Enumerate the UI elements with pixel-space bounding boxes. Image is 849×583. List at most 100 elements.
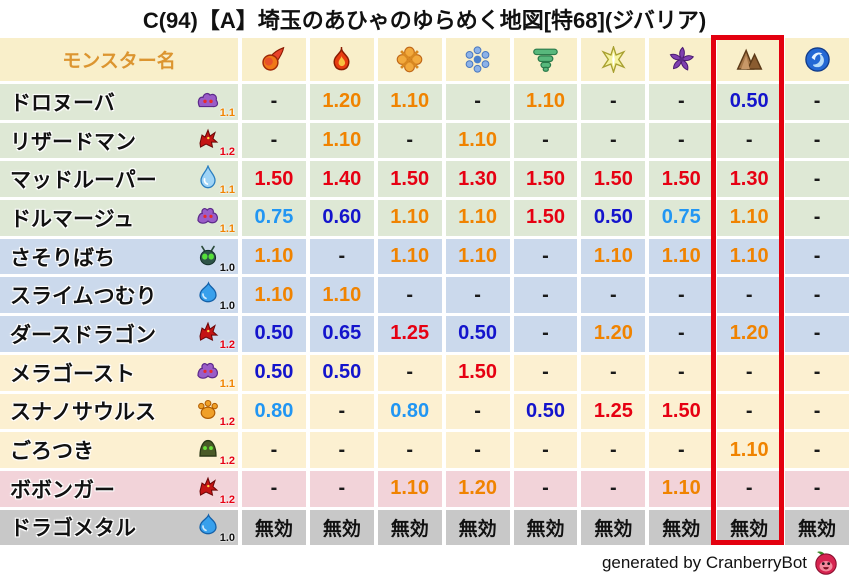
multiplier-cell-dark: - <box>649 316 714 352</box>
multiplier-value: 無効 <box>662 518 701 540</box>
multiplier-cell-dark: 1.10 <box>649 470 714 507</box>
multiplier-cell-earth: - <box>717 277 782 314</box>
multiplier-cell-earth: 0.50 <box>717 84 782 120</box>
multiplier-value: - <box>813 129 821 152</box>
multiplier-value: 1.10 <box>458 245 498 268</box>
column-header-ice <box>445 38 510 81</box>
multiplier-cell-wind: 0.50 <box>513 393 578 430</box>
multiplier-value: 1.10 <box>661 245 701 268</box>
multiplier-value: 1.10 <box>322 129 362 152</box>
multiplier-cell-flame: 1.20 <box>309 84 374 120</box>
multiplier-cell-dark: 1.10 <box>649 238 714 275</box>
multiplier-value: 1.10 <box>593 245 633 268</box>
multiplier-cell-explosion: - <box>377 432 442 468</box>
credit-text: generated by CranberryBot <box>601 553 807 572</box>
multiplier-cell-wind: 1.10 <box>513 84 578 120</box>
multiplier-value: - <box>677 129 685 152</box>
multiplier-value: 0.80 <box>254 399 294 422</box>
multiplier-value: - <box>610 438 617 461</box>
multiplier-value: - <box>610 129 617 152</box>
multiplier-cell-explosion: 1.10 <box>377 470 442 507</box>
multiplier-value: - <box>406 283 414 306</box>
multiplier-value: 1.10 <box>390 90 430 113</box>
monster-name: ドルマージュ <box>10 207 135 231</box>
monster-name: ボボンガー <box>10 478 115 502</box>
multiplier-value: 1.25 <box>390 322 430 345</box>
multiplier-value: 無効 <box>322 518 361 540</box>
multiplier-value: - <box>813 477 821 500</box>
multiplier-cell-ice: - <box>445 432 510 468</box>
purple-ghost-icon: 1.1 <box>196 359 235 390</box>
monster-name: スライムつむり <box>10 285 157 309</box>
multiplier-value: - <box>406 361 414 384</box>
multiplier-value: 1.20 <box>322 90 362 113</box>
multiplier-value: 1.10 <box>254 245 294 268</box>
monster-level: 1.2 <box>219 416 235 429</box>
multiplier-cell-fire: 0.80 <box>242 393 306 430</box>
monster-name: ドロヌーバ <box>10 91 115 115</box>
multiplier-cell-flame: 0.50 <box>309 354 374 391</box>
flame-icon <box>328 46 355 73</box>
multiplier-value: - <box>813 206 821 229</box>
multiplier-value: - <box>338 245 346 268</box>
multiplier-cell-light: - <box>581 84 646 120</box>
monster-name: ダースドラゴン <box>10 323 156 347</box>
multiplier-cell-ice: 1.50 <box>445 354 510 391</box>
multiplier-cell-ice: 1.10 <box>445 200 510 236</box>
multiplier-cell-explosion: - <box>377 354 442 391</box>
multiplier-cell-explosion: 無効 <box>377 509 442 546</box>
multiplier-cell-wind: - <box>513 354 578 391</box>
column-header-earth <box>717 38 782 81</box>
multiplier-cell-light: - <box>581 122 646 159</box>
monster-name: スナノサウルス <box>10 401 156 425</box>
multiplier-value: - <box>542 477 549 500</box>
column-header-flame <box>309 38 374 81</box>
purple-ghost-icon: 1.1 <box>196 204 235 235</box>
multiplier-value: - <box>813 399 821 422</box>
monster-level: 1.1 <box>219 377 235 390</box>
multiplier-value: 1.30 <box>729 167 769 190</box>
multiplier-cell-light: 1.20 <box>581 316 646 352</box>
multiplier-value: 0.75 <box>661 206 701 229</box>
multiplier-value: - <box>677 361 685 384</box>
multiplier-value: 1.10 <box>526 90 565 113</box>
column-header-explosion <box>377 38 442 81</box>
monster-name: ドラゴメタル <box>10 517 136 541</box>
monster-level: 1.0 <box>219 300 235 313</box>
monster-name-cell: さそりばち 1.0 <box>0 238 238 275</box>
multiplier-cell-ice: 0.50 <box>445 316 510 352</box>
star-icon <box>600 46 627 73</box>
multiplier-value: - <box>813 245 821 268</box>
red-dragon-icon: 1.2 <box>196 475 235 506</box>
multiplier-cell-explosion: 1.50 <box>377 161 442 198</box>
multiplier-value: - <box>270 438 278 461</box>
multiplier-cell-water: - <box>785 316 849 352</box>
column-header-light <box>581 38 646 81</box>
multiplier-cell-dark: 無効 <box>649 509 714 546</box>
rock-icon <box>736 46 763 73</box>
multiplier-cell-earth: 1.10 <box>717 432 782 468</box>
multiplier-value: 0.50 <box>458 322 498 345</box>
multiplier-cell-fire: 1.10 <box>242 277 306 314</box>
monster-level: 1.2 <box>219 455 235 468</box>
multiplier-value: 0.50 <box>322 361 362 384</box>
multiplier-cell-light: 1.10 <box>581 238 646 275</box>
multiplier-cell-wind: - <box>513 238 578 275</box>
multiplier-cell-explosion: - <box>377 277 442 314</box>
multiplier-value: - <box>745 477 753 500</box>
multiplier-value: - <box>474 283 481 306</box>
monster-level: 1.1 <box>219 222 235 235</box>
multiplier-value: 1.10 <box>661 477 701 500</box>
multiplier-cell-ice: - <box>445 84 510 120</box>
multiplier-value: 1.50 <box>390 167 430 190</box>
multiplier-cell-ice: 1.10 <box>445 122 510 159</box>
multiplier-cell-fire: 無効 <box>242 509 306 546</box>
multiplier-cell-light: - <box>581 277 646 314</box>
monster-name: ごろつき <box>10 440 94 464</box>
multiplier-cell-dark: - <box>649 432 714 468</box>
multiplier-cell-earth: 1.30 <box>717 161 782 198</box>
multiplier-value: - <box>542 245 549 268</box>
blue-slime-icon: 1.0 <box>196 513 235 544</box>
multiplier-value: 1.20 <box>593 322 633 345</box>
multiplier-cell-ice: - <box>445 393 510 430</box>
